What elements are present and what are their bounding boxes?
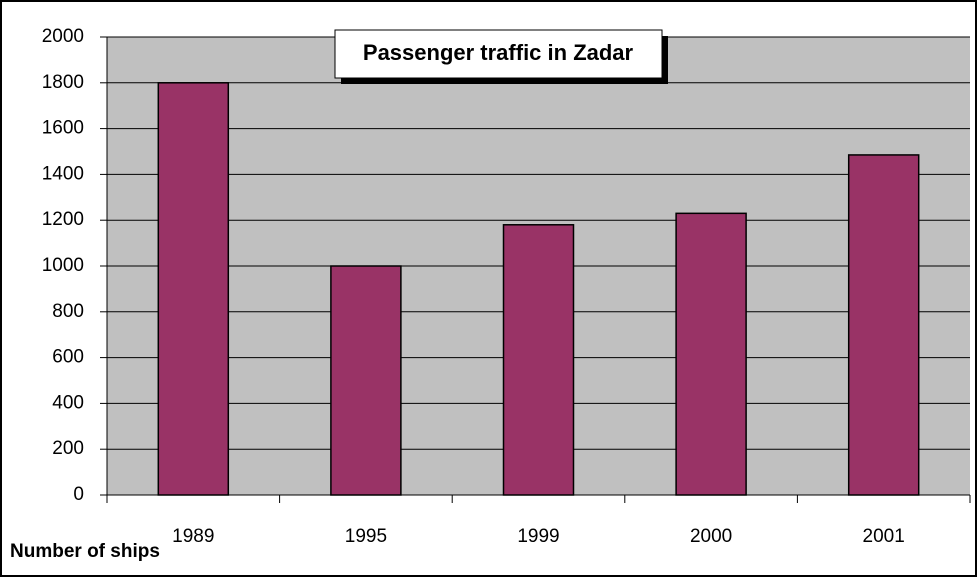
y-tick-label: 1000	[42, 255, 84, 276]
y-tick-label: 400	[52, 392, 84, 413]
chart-title: Passenger traffic in Zadar	[363, 40, 634, 65]
bar	[847, 154, 920, 496]
y-tick-label: 2000	[42, 26, 84, 47]
title-box	[334, 29, 663, 79]
y-tick-label: 200	[52, 438, 84, 459]
bar	[675, 212, 747, 496]
y-tick-label: 800	[52, 301, 84, 322]
y-tick-label: 600	[52, 347, 84, 368]
x-tick-label: 1995	[345, 526, 387, 547]
x-tick-label: 2001	[863, 526, 905, 547]
y-tick-label: 0	[73, 484, 84, 505]
x-tick-label: 2000	[690, 526, 732, 547]
y-tick-label: 1800	[42, 72, 84, 93]
y-axis-label: Number of ships	[10, 541, 160, 562]
bar	[157, 82, 230, 496]
y-tick-label: 1400	[42, 163, 84, 184]
bar	[502, 224, 575, 496]
y-tick-label: 1200	[42, 209, 84, 230]
x-tick-label: 1999	[517, 526, 559, 547]
x-tick-label: 1989	[172, 526, 214, 547]
y-tick-label: 1600	[42, 118, 84, 139]
bar	[330, 265, 402, 496]
